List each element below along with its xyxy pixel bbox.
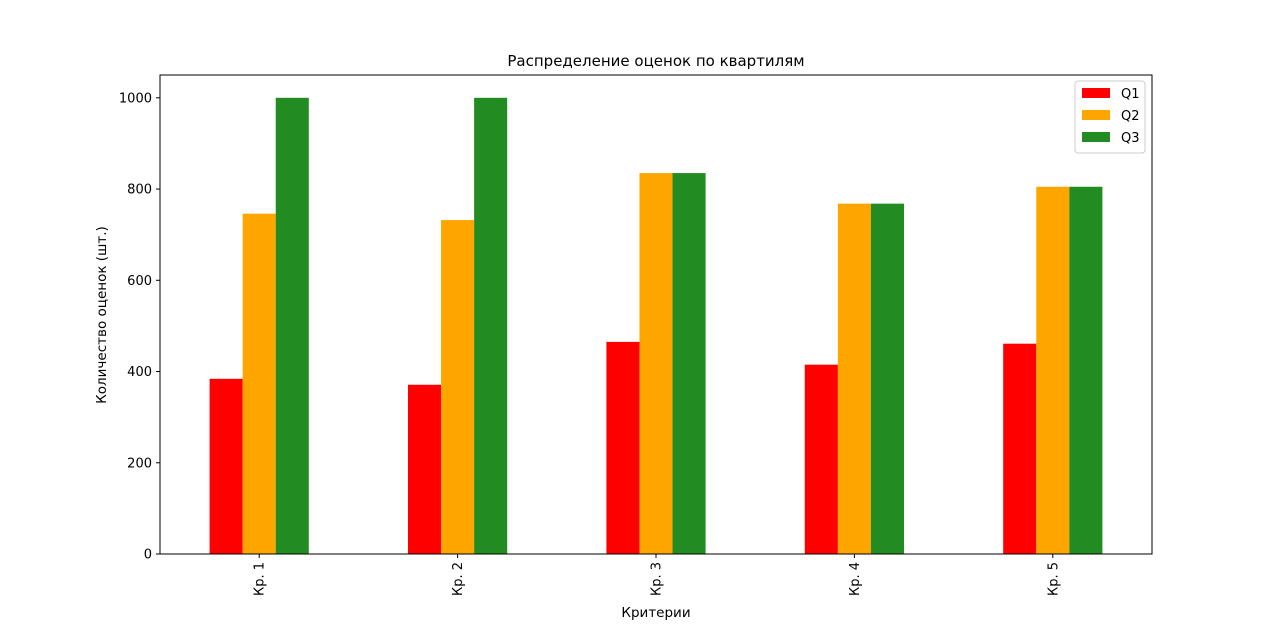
bar-q2-4: [837, 203, 871, 554]
y-axis: 0 200 400 600 800 1000: [119, 91, 160, 563]
bar-q1-2: [408, 384, 442, 554]
bar-q1-5: [1003, 343, 1037, 554]
bar-q3-4: [870, 203, 904, 554]
legend-label-q2: Q2: [1121, 109, 1140, 124]
bar-q2-3: [639, 173, 673, 555]
y-tick-label: 400: [127, 365, 152, 380]
bar-q3-2: [474, 97, 508, 555]
bar-q2-5: [1036, 186, 1070, 554]
legend-label-q3: Q3: [1121, 131, 1140, 146]
bar-q1-1: [209, 378, 243, 554]
bar-q3-3: [672, 173, 706, 555]
bar-q1-4: [804, 364, 838, 554]
legend-swatch-q3: [1082, 132, 1110, 142]
plot-area-frame: [159, 74, 1153, 555]
x-tick-label: Кр. 5: [1046, 562, 1061, 596]
chart-title: Распределение оценок по квартилям: [507, 52, 804, 70]
legend-swatch-q1: [1082, 88, 1110, 98]
bar-q1-3: [606, 341, 640, 554]
x-axis: Кр. 1 Кр. 2 Кр. 3 Кр. 4 Кр. 5: [253, 554, 1061, 596]
legend: Q1 Q2 Q3: [1074, 80, 1146, 154]
bars-layer: [209, 97, 1103, 555]
bar-q3-1: [275, 97, 309, 555]
x-axis-label: Критерии: [621, 605, 690, 621]
y-tick-label: 0: [144, 548, 152, 563]
legend-swatch-q2: [1082, 110, 1110, 120]
bar-q2-2: [441, 220, 475, 554]
legend-label-q1: Q1: [1121, 87, 1140, 102]
y-tick-label: 600: [127, 274, 152, 289]
x-tick-label: Кр. 2: [451, 562, 466, 596]
y-tick-label: 200: [127, 456, 152, 471]
y-tick-label: 1000: [119, 91, 152, 106]
x-tick-label: Кр. 1: [253, 562, 268, 596]
bar-q2-1: [242, 213, 276, 555]
y-axis-label: Количество оценок (шт.): [94, 226, 110, 404]
x-tick-label: Кр. 4: [848, 562, 863, 596]
bar-q3-5: [1069, 186, 1103, 554]
y-tick-label: 800: [127, 183, 152, 198]
x-tick-label: Кр. 3: [650, 562, 665, 596]
